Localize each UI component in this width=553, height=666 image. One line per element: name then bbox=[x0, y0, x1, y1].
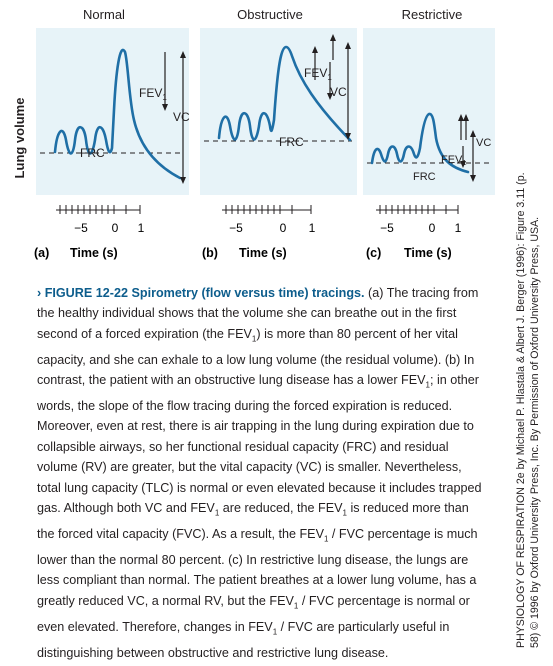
x-axis-label-obstructive: Time (s) bbox=[239, 246, 287, 260]
panel-label-b: (b) bbox=[202, 246, 218, 260]
tracing-normal bbox=[53, 48, 182, 180]
tick-label: 1 bbox=[309, 221, 316, 235]
panel-obstructive-bg bbox=[200, 28, 357, 195]
tick-label: 0 bbox=[429, 221, 436, 235]
panel-restrictive-title: Restrictive bbox=[402, 7, 463, 22]
y-axis-label: Lung volume bbox=[12, 98, 27, 179]
spirometry-figure: Lung volume Normal FEV1 VC FRC −5 0 1 (a… bbox=[12, 7, 495, 260]
panel-restrictive: Restrictive VC FEV1 FRC −5 0 1 (c) Time … bbox=[363, 7, 495, 260]
panel-obstructive: Obstructive FEV1 VC FRC −5 0 1 (b) Time … bbox=[200, 7, 357, 260]
figure-number: › FIGURE 12-22 bbox=[37, 286, 128, 300]
x-axis-label-restrictive: Time (s) bbox=[404, 246, 452, 260]
tick-label: 0 bbox=[112, 221, 119, 235]
frc-label-normal: FRC bbox=[80, 146, 105, 160]
panel-label-a: (a) bbox=[34, 246, 49, 260]
panel-obstructive-title: Obstructive bbox=[237, 7, 303, 22]
tick-label: 1 bbox=[138, 221, 145, 235]
fev1-label-normal: FEV1 bbox=[139, 86, 167, 102]
figure-heading: Spirometry (flow versus time) tracings. bbox=[131, 286, 365, 300]
credit-line-2: 58) © 1996 by Oxford University Press, I… bbox=[529, 216, 541, 648]
panel-label-c: (c) bbox=[366, 246, 381, 260]
vc-label-normal: VC bbox=[173, 110, 190, 124]
x-axis-obstructive bbox=[222, 205, 312, 214]
vc-label-restrictive: VC bbox=[476, 137, 491, 149]
x-axis-normal bbox=[56, 205, 141, 214]
tracing-obstructive bbox=[217, 45, 352, 142]
copyright-credit: PHYSIOLOGY OF RESPIRATION 2e by Michael … bbox=[514, 18, 552, 648]
tick-label: −5 bbox=[380, 221, 394, 235]
fev1-label-obstructive: FEV1 bbox=[304, 66, 332, 82]
figure-caption: › FIGURE 12-22 Spirometry (flow versus t… bbox=[37, 286, 482, 660]
x-axis-label-normal: Time (s) bbox=[70, 246, 118, 260]
tick-label: 0 bbox=[280, 221, 287, 235]
tick-label: 1 bbox=[455, 221, 462, 235]
panel-normal-title: Normal bbox=[83, 7, 125, 22]
vc-label-obstructive: VC bbox=[330, 85, 347, 99]
tick-label: −5 bbox=[74, 221, 88, 235]
fev1-label-restrictive: FEV1 bbox=[441, 154, 467, 167]
credit-line-1: PHYSIOLOGY OF RESPIRATION 2e by Michael … bbox=[515, 172, 527, 648]
tracing-restrictive bbox=[370, 112, 470, 174]
frc-label-restrictive: FRC bbox=[413, 171, 436, 183]
x-axis-restrictive bbox=[376, 205, 459, 214]
panel-normal: Normal FEV1 VC FRC −5 0 1 (a) Time (s) bbox=[34, 7, 190, 260]
panel-restrictive-bg bbox=[363, 28, 495, 195]
caption-text: (a) The tracing from the healthy individ… bbox=[37, 286, 479, 341]
tick-label: −5 bbox=[229, 221, 243, 235]
frc-label-obstructive: FRC bbox=[279, 135, 304, 149]
